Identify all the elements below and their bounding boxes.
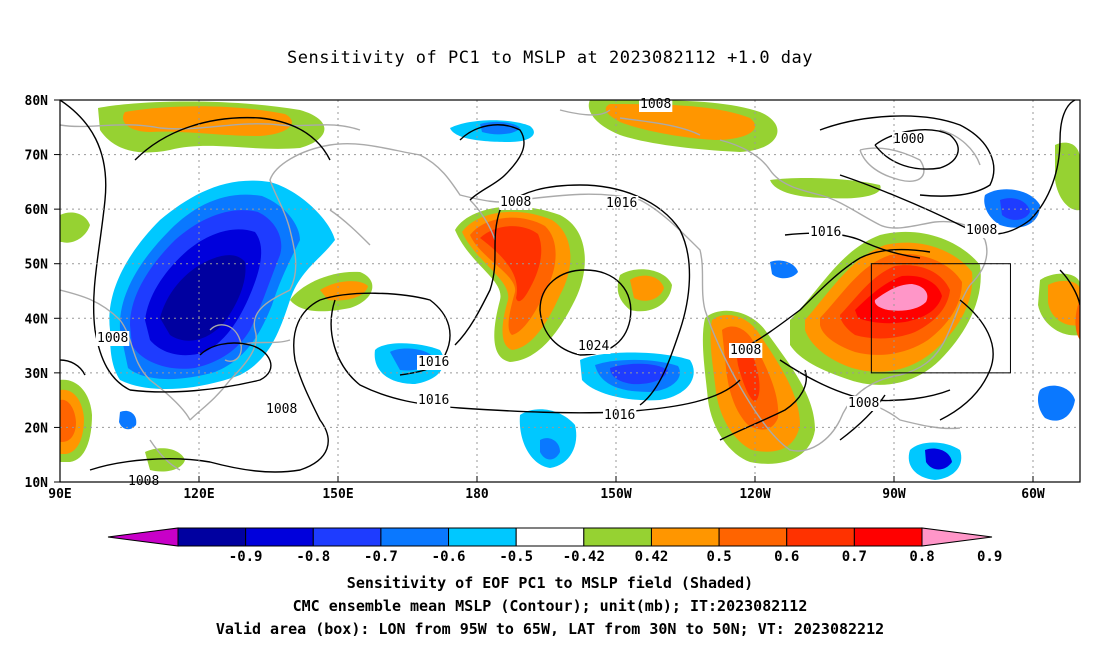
colorbar-label: -0.6: [432, 549, 466, 565]
contour-label-bg: [603, 408, 637, 423]
colorbar-labels: -0.9 -0.8 -0.7 -0.6 -0.5 -0.42 0.42 0.5 0.6 0.7 0.…: [229, 549, 1003, 565]
colorbar-label: 0.5: [706, 549, 731, 565]
contour-label: 1008: [640, 97, 671, 112]
contour-label: 1008: [848, 396, 879, 411]
lat-label: 10N: [25, 476, 49, 491]
contour-label-bg: [417, 355, 451, 370]
contour-label: 1008: [500, 195, 531, 210]
contour-label-bg: [499, 195, 533, 210]
contour-label-bg: [729, 343, 763, 358]
lon-label: 60W: [1021, 487, 1045, 502]
lon-label: 120E: [183, 487, 214, 502]
colorbar-swatch: [786, 527, 855, 547]
contour-label-bg: [605, 196, 639, 211]
caption-shaded: Sensitivity of EOF PC1 to MSLP field (Sh…: [346, 574, 754, 592]
map-frame: [59, 99, 1081, 483]
colorbar-label: 0.8: [909, 549, 934, 565]
lat-label: 60N: [25, 203, 49, 218]
contour-label-bg: [96, 331, 130, 346]
colorbar-swatch: [650, 527, 720, 547]
colorbar-swatch: [448, 527, 517, 547]
contour-label: 1008: [128, 474, 159, 489]
colorbar-label: -0.5: [499, 549, 533, 565]
lon-label: 120W: [739, 487, 770, 502]
caption-valid-area: Valid area (box): LON from 95W to 65W, L…: [215, 620, 885, 638]
contour-label-bg: [417, 393, 451, 408]
colorbar-swatch: [177, 527, 247, 547]
colorbar-label: 0.9: [977, 549, 1002, 565]
lon-label: 90E: [48, 487, 71, 502]
lat-label: 80N: [25, 94, 49, 109]
lon-label: 150W: [600, 487, 631, 502]
page-title: Sensitivity of PC1 to MSLP at 2023082112…: [286, 48, 813, 68]
contour-label: 1016: [418, 393, 449, 408]
longitude-labels: 90E 120E 150E 180 150W 120W 90W 60W: [48, 476, 1045, 502]
graticule: [60, 100, 1080, 482]
contour-label: 1016: [604, 408, 635, 423]
contour-label: 1008: [97, 331, 128, 346]
lat-label: 50N: [25, 258, 49, 273]
contour-label-bg: [965, 223, 999, 238]
lat-label: 70N: [25, 149, 49, 164]
colorbar-swatch: [583, 527, 652, 547]
lat-label: 20N: [25, 421, 49, 436]
lon-label: 150E: [322, 487, 353, 502]
contour-label-bg: [892, 132, 926, 147]
contour-label-bg: [847, 396, 881, 411]
contour-label: 1024: [578, 339, 609, 354]
contour-label-bg: [639, 97, 673, 112]
latitude-labels: 80N 70N 60N 50N 40N 30N 20N 10N: [25, 94, 60, 491]
colorbar-label: -0.42: [563, 549, 605, 565]
contour-label: 1000: [893, 132, 924, 147]
caption-contour: CMC ensemble mean MSLP (Contour); unit(m…: [292, 597, 808, 615]
colorbar-swatch: [718, 527, 788, 547]
colorbar-swatch: [312, 527, 382, 547]
colorbar-swatch: [245, 527, 314, 547]
contour-label: 1016: [606, 196, 637, 211]
shaded-sensitivity-field: [60, 100, 1080, 480]
colorbar-label: -0.8: [296, 549, 330, 565]
colorbar: [107, 527, 993, 547]
contour-label-bg: [265, 402, 299, 417]
colorbar-label: 0.6: [774, 549, 799, 565]
contour-label-bg: [577, 339, 611, 354]
colorbar-swatch: [853, 527, 923, 547]
contour-label: 1016: [418, 355, 449, 370]
colorbar-label: 0.42: [635, 549, 669, 565]
colorbar-min-arrow: [107, 527, 179, 547]
colorbar-label: -0.9: [229, 549, 263, 565]
contour-labels: 1008 1000 1008 1008 1016 1016 1008 1016 …: [97, 97, 997, 489]
contour-label: 1016: [810, 225, 841, 240]
colorbar-swatch: [515, 527, 585, 547]
contour-label: 1008: [730, 343, 761, 358]
contour-label: 1008: [966, 223, 997, 238]
contour-label-bg: [809, 225, 843, 240]
contour-label: 1008: [266, 402, 297, 417]
colorbar-label: 0.7: [842, 549, 867, 565]
lat-label: 40N: [25, 312, 49, 327]
valid-area-box: [870, 263, 1011, 374]
lon-label: 180: [465, 487, 489, 502]
colorbar-label: -0.7: [364, 549, 398, 565]
colorbar-swatch: [380, 527, 450, 547]
colorbar-max-arrow: [921, 527, 993, 547]
lat-label: 30N: [25, 367, 49, 382]
lon-label: 90W: [882, 487, 906, 502]
